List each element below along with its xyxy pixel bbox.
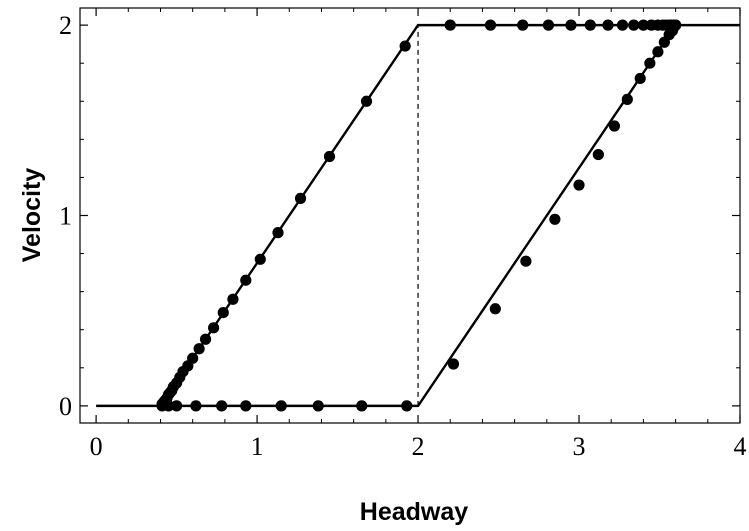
marker-layer <box>156 19 682 412</box>
data-point <box>608 120 621 132</box>
data-point <box>187 352 199 364</box>
data-point <box>240 274 252 286</box>
x-tick-label: 4 <box>734 432 747 461</box>
data-point <box>573 179 585 191</box>
data-point <box>584 19 596 31</box>
y-tick-labels: 0 1 2 <box>59 11 72 421</box>
data-point <box>360 95 373 107</box>
x-tick-label: 0 <box>90 432 103 461</box>
data-point <box>356 400 368 412</box>
data-point <box>399 40 411 52</box>
data-point <box>634 72 646 85</box>
data-point <box>637 19 650 31</box>
branch-line-1 <box>96 23 740 408</box>
data-point <box>542 19 555 31</box>
data-point <box>216 400 228 412</box>
data-point <box>670 19 682 31</box>
y-axis-title: Velocity <box>18 168 46 263</box>
data-point <box>517 19 529 31</box>
data-point <box>621 93 633 105</box>
data-point <box>275 400 287 412</box>
data-point <box>272 227 284 239</box>
data-point <box>401 400 413 412</box>
data-point <box>549 213 561 225</box>
x-tick-label: 3 <box>573 432 586 461</box>
data-point <box>652 46 664 58</box>
x-axis-title: Headway <box>360 498 468 526</box>
data-point <box>217 306 229 319</box>
data-point <box>170 400 183 412</box>
data-point <box>447 358 460 370</box>
x-tick-labels: 0 1 2 3 4 <box>90 432 747 461</box>
plot-frame <box>79 7 741 424</box>
data-point <box>193 343 205 355</box>
data-point <box>240 400 252 412</box>
data-point <box>190 400 202 412</box>
data-point <box>484 19 497 31</box>
x-tick-label: 1 <box>251 432 264 461</box>
y-tick-label: 2 <box>59 11 72 40</box>
data-point <box>628 19 640 31</box>
data-point <box>565 19 577 31</box>
data-point <box>616 19 629 31</box>
y-tick-label: 0 <box>59 392 72 421</box>
data-point <box>323 150 336 163</box>
data-point <box>602 19 614 31</box>
y-tick-label: 1 <box>59 202 72 231</box>
data-point <box>208 322 220 334</box>
data-point <box>489 303 501 315</box>
data-point <box>162 400 175 412</box>
data-point <box>294 192 307 204</box>
x-tick-label: 2 <box>412 432 425 461</box>
axis-ticks <box>80 8 741 423</box>
data-point <box>254 253 266 265</box>
data-point <box>644 57 656 69</box>
data-point <box>312 400 324 412</box>
data-point <box>520 255 532 267</box>
data-point <box>592 148 604 161</box>
data-point <box>444 19 456 31</box>
data-point <box>199 333 212 345</box>
data-point <box>227 293 239 305</box>
